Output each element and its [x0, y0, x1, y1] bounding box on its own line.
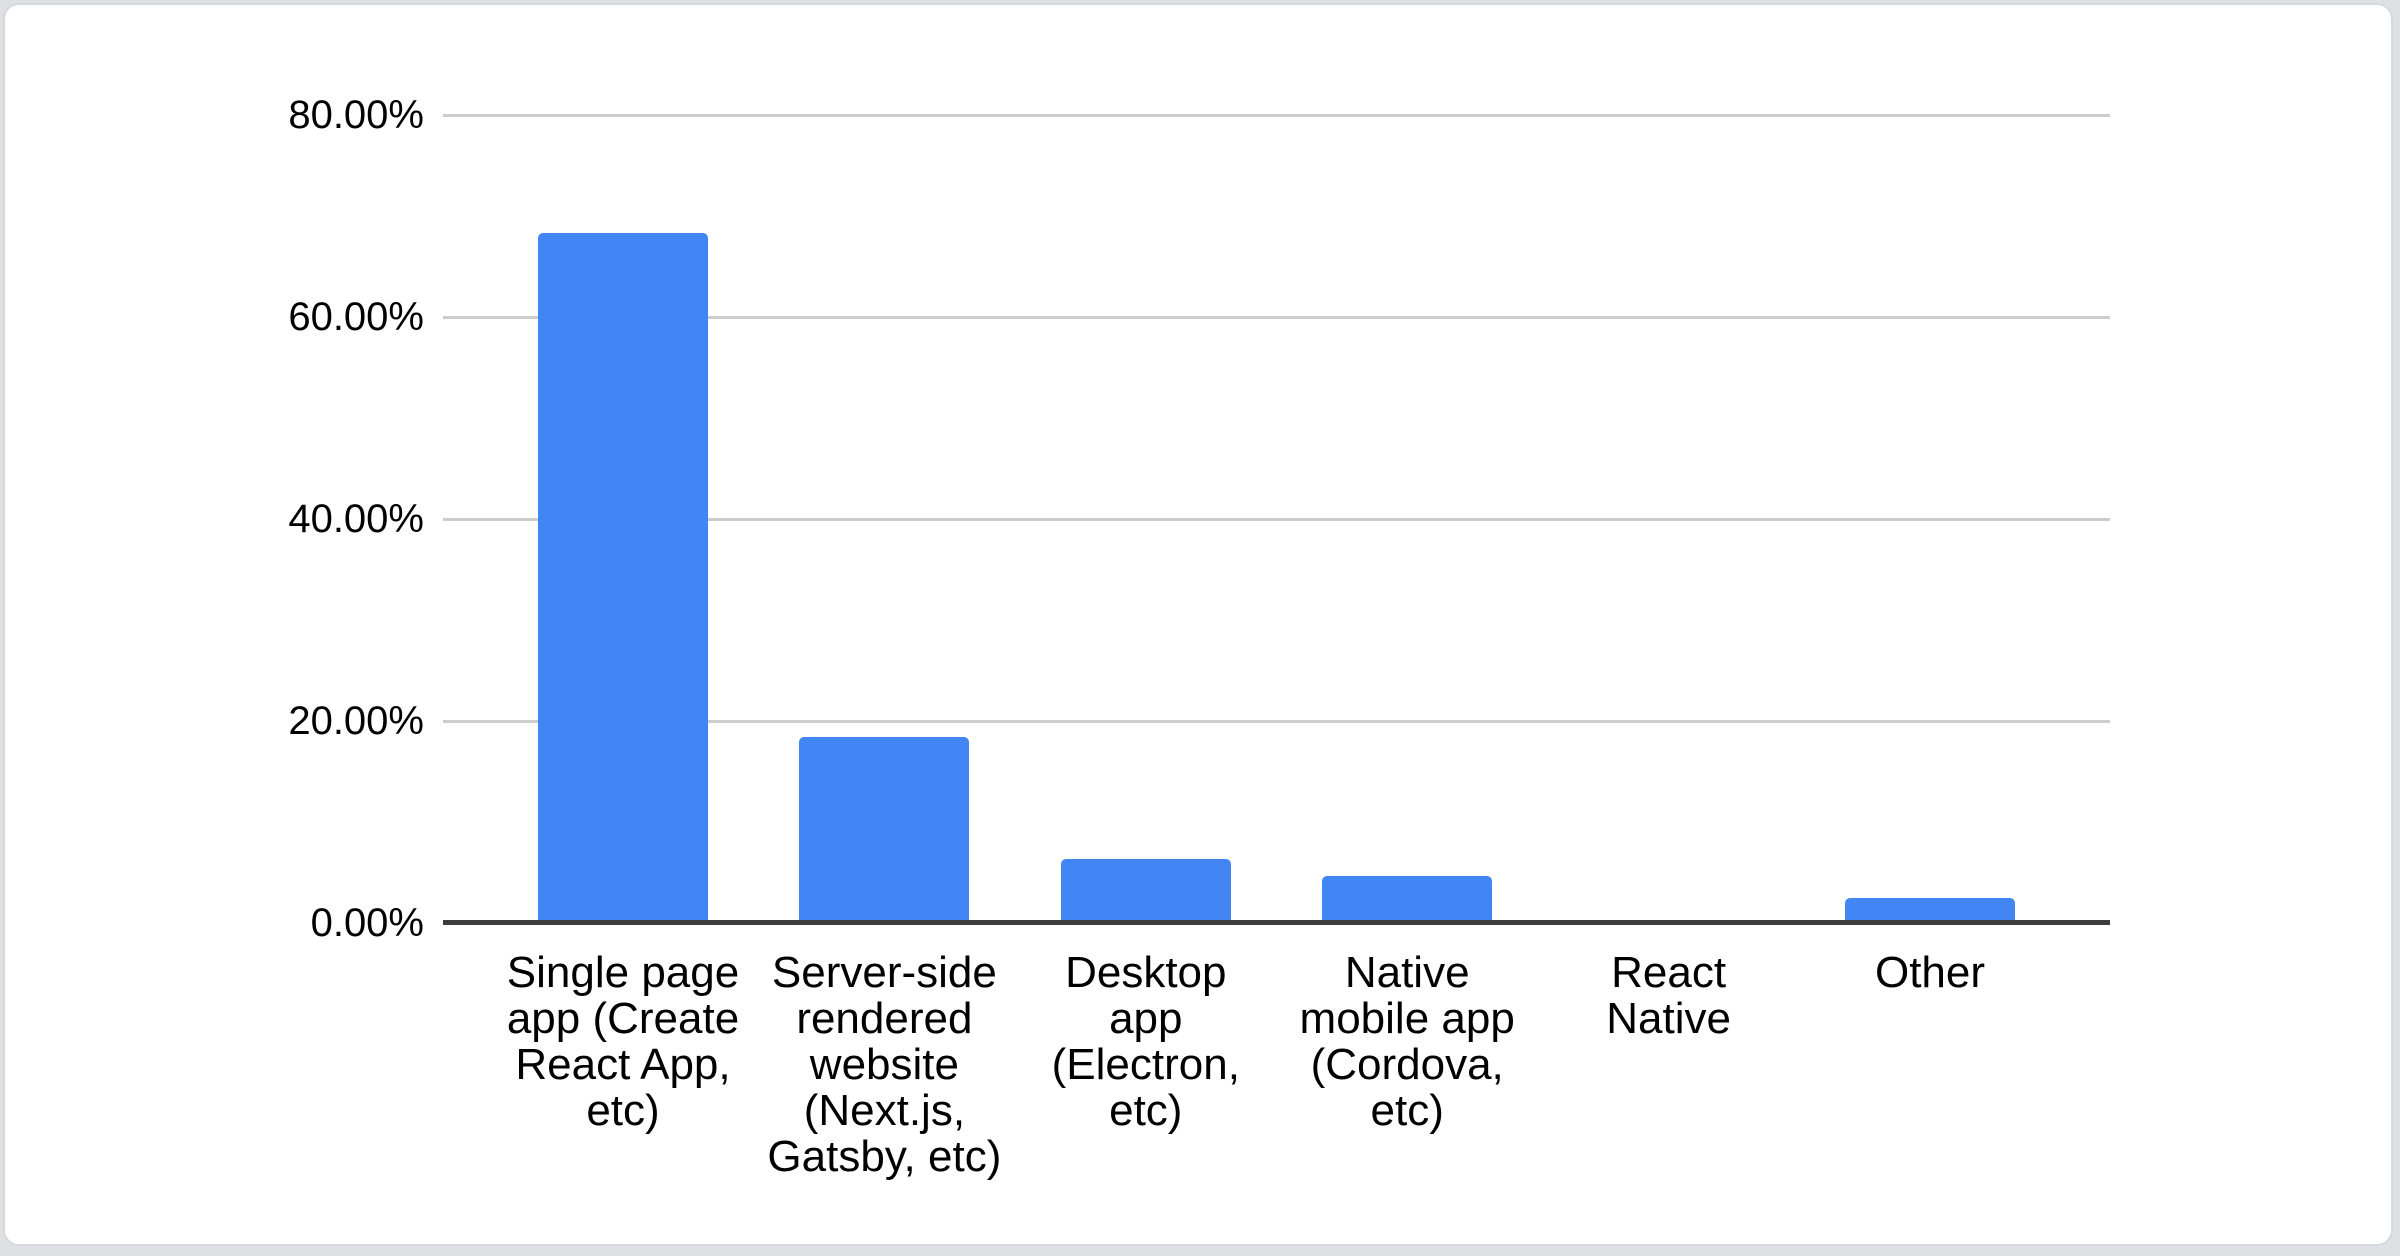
x-axis-baseline [443, 920, 2110, 925]
category-label-5: Other [1874, 948, 1986, 997]
bar-1 [799, 737, 970, 923]
gridline-20 [443, 720, 2110, 723]
bar-3 [1322, 875, 1493, 923]
category-label-1: Server-side rendered website (Next.js, G… [767, 948, 1002, 1181]
plot-area [443, 114, 2110, 925]
gridline-80 [443, 114, 2110, 117]
y-axis-tick-label-0: 0.00% [310, 901, 424, 945]
gridline-60 [443, 316, 2110, 319]
bar-5 [1845, 897, 2015, 923]
category-label-2: Desktop app (Electron, etc) [1051, 948, 1240, 1135]
gridline-40 [443, 518, 2110, 521]
y-axis-tick-label-60: 60.00% [288, 295, 424, 339]
category-label-3: Native mobile app (Cordova, etc) [1299, 948, 1515, 1135]
category-label-4: React Native [1606, 948, 1731, 1043]
y-axis-tick-label-20: 20.00% [288, 699, 424, 743]
y-axis-tick-label-40: 40.00% [288, 497, 424, 541]
bar-0 [538, 233, 708, 923]
category-label-0: Single page app (Create React App, etc) [506, 948, 740, 1135]
bar-2 [1060, 859, 1231, 923]
chart-card [3, 3, 2393, 1246]
y-axis-tick-label-80: 80.00% [288, 93, 424, 137]
